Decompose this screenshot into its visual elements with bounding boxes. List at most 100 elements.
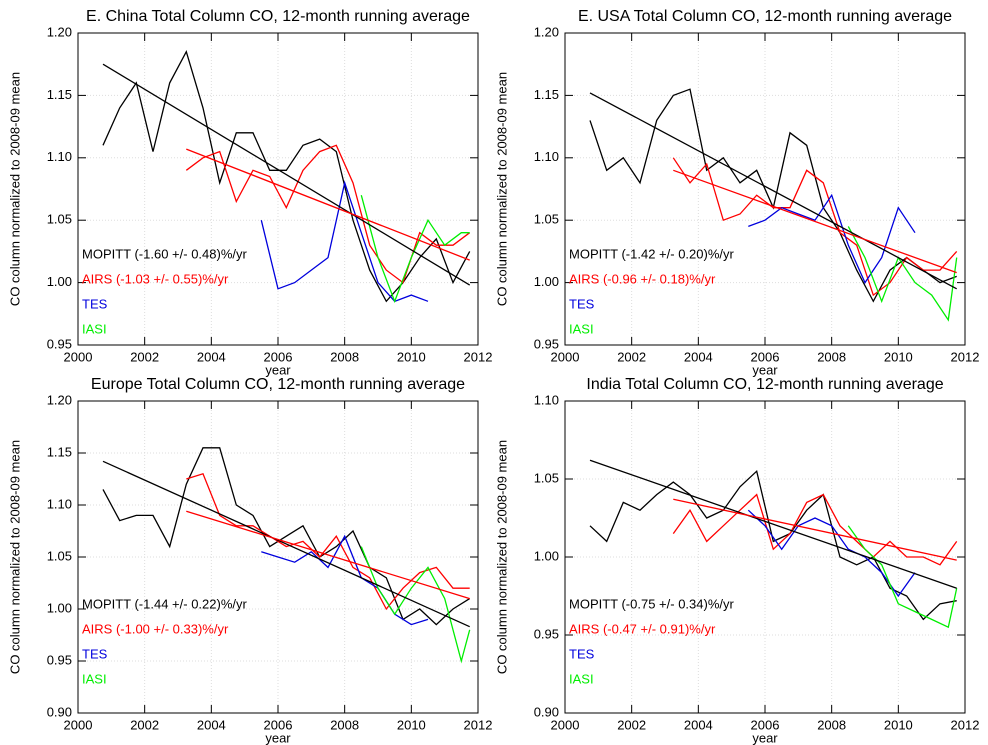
x-tick-label: 2006 (264, 349, 293, 364)
chart-title: E. USA Total Column CO, 12-month running… (578, 8, 952, 25)
x-tick-label: 2006 (751, 717, 780, 732)
x-tick-label: 2006 (751, 349, 780, 364)
series-line (260, 180, 429, 303)
y-tick-label: 1.20 (47, 24, 72, 39)
x-tick-label: 2012 (951, 717, 980, 732)
y-tick-label: 0.95 (534, 336, 559, 351)
y-tick-label: 1.00 (47, 274, 72, 289)
x-tick-label: 2000 (551, 717, 580, 732)
y-tick-label: 1.10 (47, 149, 72, 164)
y-tick-label: 1.00 (534, 548, 559, 563)
legend-label: TES (569, 646, 595, 661)
x-tick-label: 2004 (197, 717, 226, 732)
y-axis-label: CO column normalized to 2008-09 mean (494, 440, 509, 674)
trend-line (589, 92, 958, 290)
x-tick-label: 2008 (330, 349, 359, 364)
chart-title: India Total Column CO, 12-month running … (586, 376, 943, 393)
x-tick-label: 2000 (64, 349, 93, 364)
trend-line (186, 510, 470, 600)
legend-label: AIRS (-0.96 +/- 0.18)%/yr (569, 271, 716, 286)
chart-title: E. China Total Column CO, 12-month runni… (86, 8, 470, 25)
y-tick-label: 1.15 (47, 444, 72, 459)
x-tick-label: 2012 (951, 349, 980, 364)
series-line (589, 88, 957, 303)
x-tick-label: 2004 (684, 717, 713, 732)
legend-label: AIRS (-1.03 +/- 0.55)%/yr (82, 271, 229, 286)
x-tick-label: 2002 (617, 349, 646, 364)
y-tick-label: 0.90 (534, 704, 559, 719)
series-line (748, 193, 916, 284)
x-tick-label: 2002 (130, 349, 159, 364)
legend-label: TES (82, 296, 108, 311)
x-tick-label: 2010 (884, 349, 913, 364)
y-tick-label: 1.00 (534, 274, 559, 289)
trend-line (102, 460, 470, 628)
series-line (261, 534, 429, 626)
x-tick-label: 2004 (197, 349, 226, 364)
series-line (847, 226, 958, 322)
x-axis-label: year (265, 362, 291, 377)
plot-frame (77, 400, 479, 714)
legend-label: MOPITT (-1.44 +/- 0.22)%/yr (82, 596, 248, 611)
series-line (360, 195, 470, 304)
legend-label: MOPITT (-1.42 +/- 0.20)%/yr (569, 246, 735, 261)
x-tick-label: 2010 (884, 717, 913, 732)
series-line (747, 509, 916, 598)
x-tick-label: 2006 (264, 717, 293, 732)
y-tick-label: 1.05 (534, 212, 559, 227)
plot-frame (77, 32, 479, 346)
y-tick-label: 1.00 (47, 600, 72, 615)
y-tick-label: 1.10 (534, 392, 559, 407)
x-tick-label: 2012 (464, 349, 493, 364)
y-tick-label: 1.05 (47, 212, 72, 227)
series-line (360, 546, 471, 664)
x-tick-label: 2008 (817, 349, 846, 364)
y-axis-label: CO column normalized to 2008-09 mean (7, 440, 22, 674)
y-tick-label: 1.05 (47, 548, 72, 563)
x-tick-label: 2008 (330, 717, 359, 732)
series-line (102, 447, 471, 626)
series-line (185, 144, 471, 284)
legend-label: IASI (82, 321, 107, 336)
chart-title: Europe Total Column CO, 12-month running… (91, 376, 465, 393)
legend-label: MOPITT (-1.60 +/- 0.48)%/yr (82, 246, 248, 261)
y-axis-label: CO column normalized to 2008-09 mean (494, 72, 509, 306)
trend-line (186, 148, 470, 261)
series-line (847, 525, 958, 629)
y-tick-label: 0.90 (47, 704, 72, 719)
legend-label: TES (569, 296, 595, 311)
plot-frame (564, 32, 966, 346)
series-line (186, 473, 470, 611)
y-tick-label: 1.15 (534, 87, 559, 102)
legend-label: IASI (569, 321, 594, 336)
series-line (102, 49, 471, 303)
legend-label: AIRS (-1.00 +/- 0.33)%/yr (82, 621, 229, 636)
series-line (672, 493, 958, 566)
y-tick-label: 0.95 (47, 336, 72, 351)
legend-label: TES (82, 646, 108, 661)
y-axis-label: CO column normalized to 2008-09 mean (7, 72, 22, 306)
series-line (672, 157, 958, 297)
legend-label: AIRS (-0.47 +/- 0.91)%/yr (569, 621, 716, 636)
legend-label: IASI (569, 671, 594, 686)
plot-frame (564, 400, 966, 714)
y-tick-label: 1.20 (47, 392, 72, 407)
legend-label: MOPITT (-0.75 +/- 0.34)%/yr (569, 596, 735, 611)
x-axis-label: year (752, 730, 778, 745)
legend-label: IASI (82, 671, 107, 686)
trend-line (673, 169, 957, 274)
x-tick-label: 2002 (130, 717, 159, 732)
y-tick-label: 1.10 (534, 149, 559, 164)
x-tick-label: 2012 (464, 717, 493, 732)
y-tick-label: 1.15 (47, 87, 72, 102)
x-tick-label: 2000 (64, 717, 93, 732)
y-tick-label: 1.20 (534, 24, 559, 39)
trend-line (673, 498, 957, 561)
trend-line (589, 459, 957, 589)
series-line (589, 469, 957, 621)
x-axis-label: year (752, 362, 778, 377)
x-tick-label: 2000 (551, 349, 580, 364)
y-tick-label: 0.95 (47, 652, 72, 667)
trend-line (102, 63, 471, 286)
y-tick-label: 1.10 (47, 496, 72, 511)
